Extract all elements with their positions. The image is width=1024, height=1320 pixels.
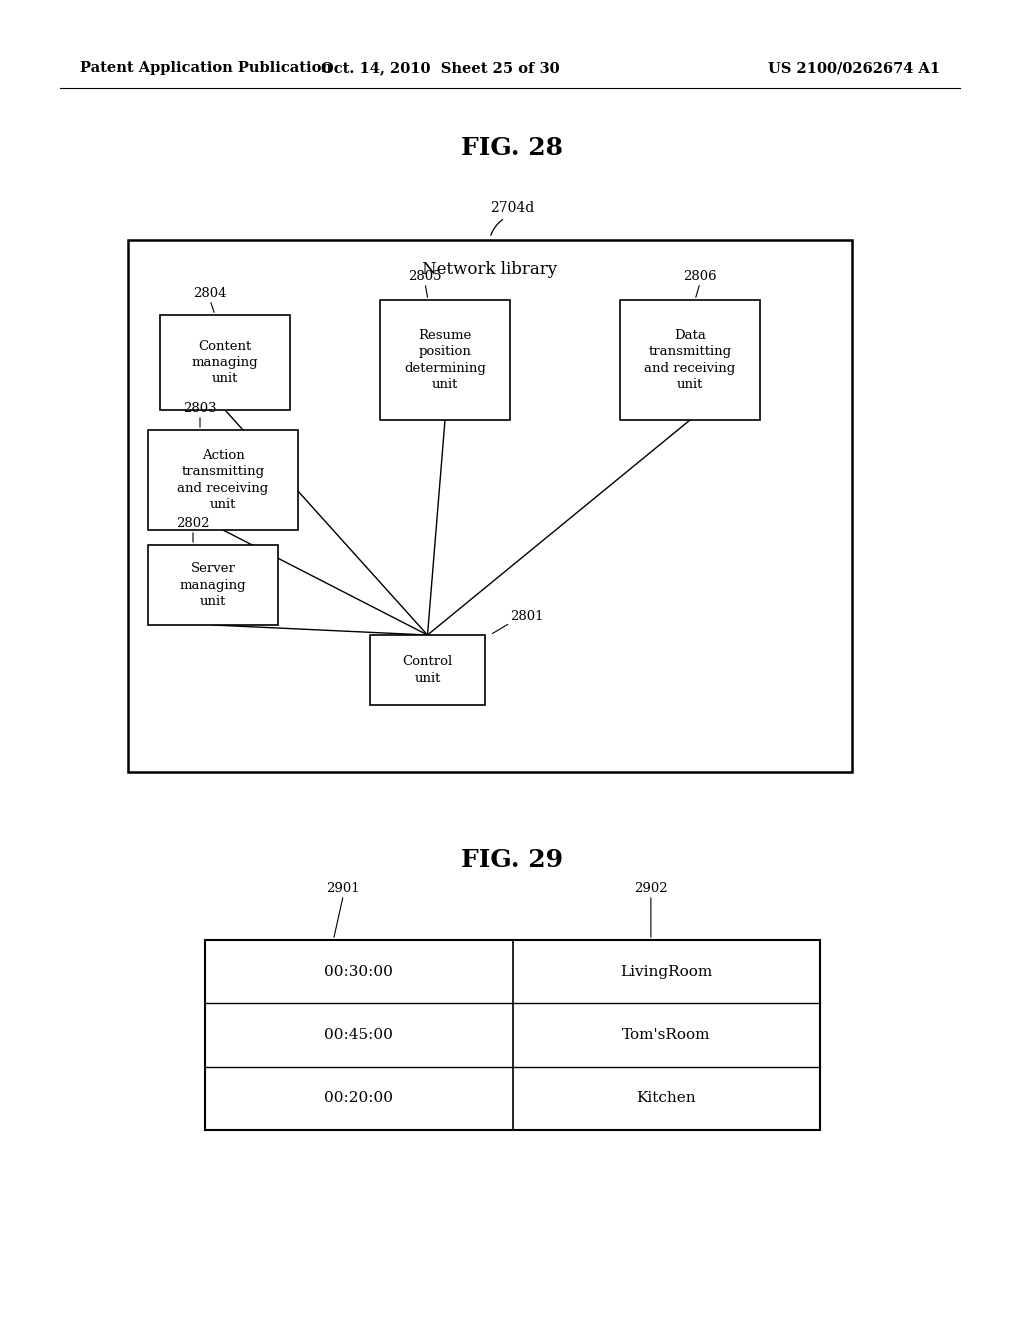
- Text: 2804: 2804: [194, 286, 226, 300]
- Text: 00:20:00: 00:20:00: [325, 1092, 393, 1105]
- Text: Patent Application Publication: Patent Application Publication: [80, 61, 332, 75]
- Text: Tom'sRoom: Tom'sRoom: [622, 1028, 711, 1041]
- Text: Network library: Network library: [423, 261, 557, 279]
- Bar: [128, 240, 852, 772]
- Text: 2802: 2802: [176, 517, 210, 531]
- Text: LivingRoom: LivingRoom: [621, 965, 713, 978]
- Text: Data
transmitting
and receiving
unit: Data transmitting and receiving unit: [644, 329, 735, 391]
- Bar: [160, 315, 290, 411]
- Text: Action
transmitting
and receiving
unit: Action transmitting and receiving unit: [177, 449, 268, 511]
- Bar: [205, 940, 820, 1130]
- Text: Kitchen: Kitchen: [637, 1092, 696, 1105]
- Text: Resume
position
determining
unit: Resume position determining unit: [404, 329, 486, 391]
- Text: FIG. 28: FIG. 28: [461, 136, 563, 160]
- Text: FIG. 29: FIG. 29: [461, 847, 563, 873]
- Text: Oct. 14, 2010  Sheet 25 of 30: Oct. 14, 2010 Sheet 25 of 30: [321, 61, 559, 75]
- Text: Content
managing
unit: Content managing unit: [191, 339, 258, 385]
- Text: Control
unit: Control unit: [402, 655, 453, 685]
- Text: 2901: 2901: [327, 882, 360, 895]
- Bar: [148, 545, 278, 624]
- Text: 2801: 2801: [510, 610, 544, 623]
- Text: 2902: 2902: [634, 882, 668, 895]
- Text: 00:30:00: 00:30:00: [325, 965, 393, 978]
- Bar: [620, 300, 760, 420]
- Bar: [380, 300, 510, 420]
- Text: 00:45:00: 00:45:00: [325, 1028, 393, 1041]
- Text: 2805: 2805: [409, 271, 441, 282]
- Text: 2806: 2806: [683, 271, 717, 282]
- Text: Server
managing
unit: Server managing unit: [179, 562, 247, 609]
- Text: 2803: 2803: [183, 403, 217, 414]
- Bar: [370, 635, 485, 705]
- Bar: [148, 430, 298, 531]
- Text: US 2100/0262674 A1: US 2100/0262674 A1: [768, 61, 940, 75]
- Text: 2704d: 2704d: [489, 201, 535, 215]
